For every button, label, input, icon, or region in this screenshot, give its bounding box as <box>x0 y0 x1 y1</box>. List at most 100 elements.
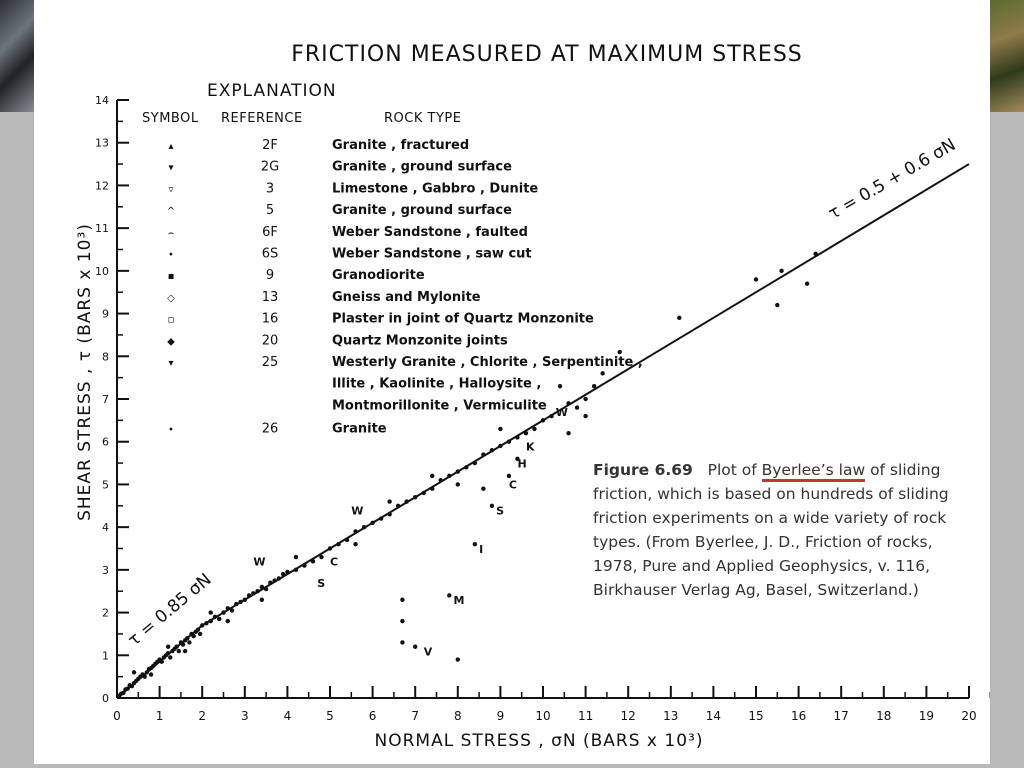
data-point <box>583 396 588 402</box>
legend-symbol: ^ <box>167 206 175 217</box>
data-point <box>455 469 460 474</box>
data-point <box>353 529 358 534</box>
legend-rock-type: Gneiss and Mylonite <box>332 290 481 305</box>
data-point <box>212 614 218 620</box>
data-point <box>421 490 426 496</box>
data-point <box>195 627 201 632</box>
x-tick-label: 4 <box>284 709 292 723</box>
data-point <box>813 251 818 256</box>
point-letter-label: C <box>509 479 517 492</box>
legend-symbol: ▾ <box>168 358 173 369</box>
y-tick-label: 3 <box>102 564 109 577</box>
data-point <box>413 644 418 649</box>
data-point <box>387 499 392 504</box>
data-point <box>165 644 171 649</box>
x-tick-label: 2 <box>198 709 206 723</box>
data-point <box>370 520 375 526</box>
data-point <box>498 443 503 449</box>
data-point <box>600 371 605 376</box>
point-letter-label: W <box>351 504 363 517</box>
legend-symbol: ◆ <box>167 336 175 347</box>
legend-rock-type: Montmorillonite , Vermiculite <box>332 398 547 413</box>
legend-reference: 2G <box>261 160 279 175</box>
chart-title: FRICTION MEASURED AT MAXIMUM STRESS <box>291 42 803 67</box>
y-tick-label: 1 <box>102 649 109 662</box>
legend-column-header: SYMBOL <box>142 111 199 126</box>
data-point <box>185 636 190 641</box>
data-point <box>489 503 495 508</box>
data-point <box>165 650 171 656</box>
x-tick-label: 13 <box>663 709 678 723</box>
data-point <box>677 315 682 321</box>
legend-reference: 2F <box>262 138 278 153</box>
x-tick-label: 10 <box>535 709 550 723</box>
data-point <box>259 597 265 602</box>
data-point <box>251 591 256 596</box>
data-point <box>159 659 164 664</box>
data-point <box>506 439 512 444</box>
data-point <box>617 349 622 355</box>
data-point <box>413 495 418 500</box>
data-point <box>472 460 478 466</box>
y-tick-label: 9 <box>102 308 109 321</box>
x-tick-label: 9 <box>497 709 505 723</box>
legend-symbol: ▪ <box>168 271 175 282</box>
point-letter-label: I <box>479 543 483 556</box>
legend-column-header: REFERENCE <box>221 111 303 126</box>
data-point <box>532 426 537 432</box>
data-point <box>395 503 401 508</box>
figure-caption: Figure 6.69 Plot of Byerlee’s law of sli… <box>593 458 965 602</box>
data-point <box>263 586 269 592</box>
x-tick-label: 17 <box>834 709 849 723</box>
caption-body: of sliding friction, which is based on h… <box>593 461 949 599</box>
data-point <box>438 477 443 483</box>
y-tick-label: 13 <box>95 137 109 150</box>
legend-reference: 13 <box>262 290 279 305</box>
data-point <box>574 405 580 410</box>
legend-rock-type: Plaster in joint of Quartz Monzonite <box>332 312 594 327</box>
legend-rock-type: Granite <box>332 421 387 436</box>
background-photo-right <box>988 0 1024 112</box>
data-point <box>344 537 350 543</box>
x-tick-label: 15 <box>748 709 763 723</box>
data-point <box>319 554 324 560</box>
data-point <box>144 670 150 675</box>
y-tick-label: 6 <box>102 436 109 449</box>
data-point <box>225 606 230 611</box>
data-point <box>327 546 333 551</box>
data-point <box>242 597 247 602</box>
data-point <box>180 642 186 647</box>
point-letter-label: H <box>517 457 526 470</box>
data-point <box>238 599 243 605</box>
data-point <box>142 674 147 679</box>
point-letter-label: V <box>424 645 433 658</box>
y-tick-label: 10 <box>95 265 109 278</box>
data-point <box>775 302 780 308</box>
data-point <box>125 686 130 691</box>
x-tick-label: 18 <box>876 709 891 723</box>
data-point <box>187 640 192 645</box>
data-point <box>280 571 286 577</box>
y-tick-label: 4 <box>102 521 109 534</box>
data-point <box>549 413 554 419</box>
data-point <box>182 648 188 654</box>
data-point <box>191 633 196 639</box>
data-point <box>387 512 392 517</box>
legend-reference: 3 <box>266 181 274 196</box>
data-point <box>489 448 495 453</box>
point-letter-label: K <box>526 440 535 453</box>
legend-rock-type: Granite , ground surface <box>332 203 512 218</box>
point-letter-label: M <box>454 594 465 607</box>
data-point <box>447 473 452 479</box>
byerlee-law-link[interactable]: Byerlee’s law <box>761 461 866 482</box>
legend-rock-type: Westerly Granite , Chlorite , Serpentini… <box>332 355 643 370</box>
legend-reference: 25 <box>262 355 279 370</box>
data-point <box>779 268 784 274</box>
x-tick-label: 0 <box>113 709 121 723</box>
data-point <box>404 499 409 504</box>
data-point <box>353 542 358 547</box>
x-tick-label: 11 <box>578 709 593 723</box>
data-point <box>246 593 252 598</box>
legend-heading: EXPLANATION <box>207 81 337 101</box>
data-point <box>276 576 282 581</box>
